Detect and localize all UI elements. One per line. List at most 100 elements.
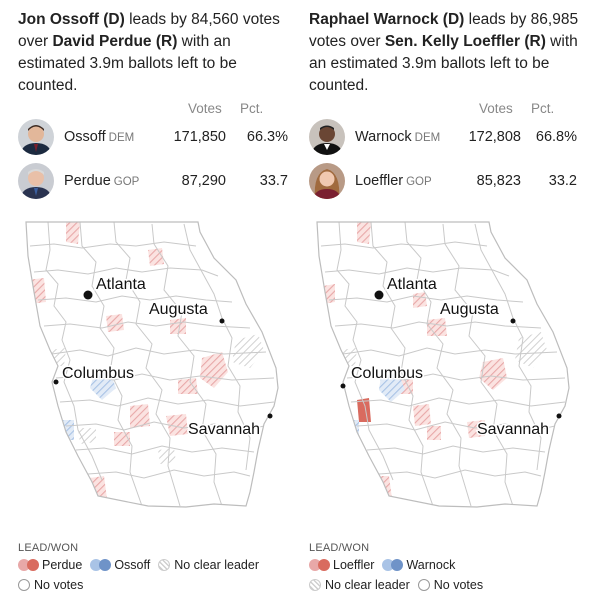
- candidate-votes: 172,808: [468, 129, 521, 145]
- county-dem-lead: [54, 420, 74, 440]
- county-rep-lead: [413, 292, 427, 308]
- candidate-row: Ossoff DEM 171,850 66.3%: [18, 119, 300, 159]
- candidate-name: Warnock DEM: [355, 129, 441, 145]
- legend-label-rep: Loeffler: [333, 558, 375, 572]
- headline-trailer: David Perdue (R): [52, 33, 178, 50]
- legend-label-no-clear: No clear leader: [174, 558, 259, 572]
- county-boundaries: [29, 222, 275, 507]
- county-rep-lead: [66, 222, 80, 244]
- headline-trailer: Sen. Kelly Loeffler (R): [384, 33, 546, 50]
- legend-label-no-votes: No votes: [34, 578, 84, 592]
- county-no-clear: [78, 428, 96, 444]
- legend-swatch-rep-won-icon: [318, 559, 330, 571]
- state-outline: [25, 221, 279, 508]
- race-panel-senate-warnock-loeffler: Raphael Warnock (D) leads by 86,985 vote…: [309, 0, 591, 592]
- candidate-pct: 66.8%: [535, 129, 577, 145]
- headline-leader: Jon Ossoff (D): [18, 11, 125, 28]
- candidate-pct: 33.2: [548, 173, 577, 189]
- candidate-row: Warnock DEM 172,808 66.8%: [309, 119, 591, 159]
- party-label: DEM: [108, 132, 135, 144]
- legend-no-votes: No votes: [417, 578, 487, 592]
- legend-label-rep: Perdue: [42, 558, 83, 572]
- county-rep-lead: [427, 426, 441, 440]
- city-label-augusta: Augusta: [149, 301, 208, 318]
- city-label-atlanta: Atlanta: [96, 276, 146, 293]
- county-no-clear: [232, 334, 264, 368]
- candidate-votes: 87,290: [181, 173, 226, 189]
- race-panel-senate-ossoff-perdue: Jon Ossoff (D) leads by 84,560 votes ove…: [18, 0, 300, 592]
- headline-text-end: with an estimated 3.9m ballots left to b…: [18, 33, 237, 94]
- columbus-dot: [340, 383, 346, 389]
- county-map: Atlanta Augusta Columbus Savannah: [25, 221, 279, 508]
- votes-column-header: Votes: [188, 101, 222, 116]
- candidate-votes: 85,823: [476, 173, 521, 189]
- legend-label-dem: Ossoff: [114, 558, 151, 572]
- city-markers: Atlanta Augusta Columbus Savannah: [340, 275, 562, 440]
- legend-title: LEAD/WON: [309, 542, 370, 554]
- ossoff-portrait-icon: [18, 119, 54, 155]
- pct-column-header: Pct.: [240, 101, 264, 116]
- county-rep-lead: [427, 318, 447, 336]
- county-no-clear: [158, 448, 176, 464]
- atlanta-dot: [374, 290, 384, 300]
- city-label-augusta: Augusta: [440, 301, 499, 318]
- legend-no-votes: No votes: [18, 578, 87, 592]
- headline-text-end: with an estimated 3.9m ballots left to b…: [309, 33, 578, 94]
- legend-label-no-votes: No votes: [433, 578, 484, 592]
- county-rep-lead: [148, 248, 164, 266]
- county-rep-lead: [479, 358, 507, 390]
- legend-dem: Warnock: [382, 558, 459, 572]
- city-label-savannah: Savannah: [477, 421, 549, 438]
- race-headline: Raphael Warnock (D) leads by 86,985 vote…: [309, 9, 591, 101]
- legend-no-clear: No clear leader: [309, 578, 414, 592]
- legend-swatch-no-votes-icon: [18, 579, 30, 591]
- city-label-columbus: Columbus: [351, 365, 423, 382]
- candidate-name: Loeffler GOP: [355, 173, 432, 189]
- headline-text: leads by 86,985 votes over: [309, 11, 579, 50]
- candidate-pct: 33.7: [259, 173, 288, 189]
- candidate-name: Perdue GOP: [64, 173, 140, 189]
- perdue-portrait-icon: [18, 163, 54, 199]
- candidate-pct: 66.3%: [246, 129, 288, 145]
- legend-swatch-no-votes-icon: [417, 579, 430, 591]
- legend-rep: Perdue: [18, 558, 86, 572]
- atlanta-dot: [83, 290, 93, 300]
- votes-column-header: Votes: [479, 101, 513, 116]
- county-rep-lead: [467, 420, 485, 438]
- legend-swatch-rep-won-icon: [27, 559, 39, 571]
- augusta-dot: [219, 318, 225, 324]
- savannah-dot: [556, 413, 562, 419]
- race-headline: Jon Ossoff (D) leads by 84,560 votes ove…: [18, 9, 300, 101]
- results-table: Votes Pct. Ossoff DEM 171,850 66.3% Perdu…: [18, 101, 300, 199]
- legend-title: LEAD/WON: [18, 542, 79, 554]
- map-legend: LEAD/WON Loeffler Warnock No clear leade…: [309, 542, 491, 594]
- party-label: GOP: [113, 176, 140, 188]
- county-rep-lead: [413, 404, 431, 426]
- warnock-portrait-icon: [309, 119, 345, 155]
- map-legend: LEAD/WON Perdue Ossoff No clear leader N…: [18, 542, 267, 594]
- legend-swatch-no-clear-icon: [309, 579, 321, 591]
- county-dem-lead: [379, 374, 405, 402]
- party-label: DEM: [414, 132, 441, 144]
- county-map: Atlanta Augusta Columbus Savannah: [316, 221, 570, 508]
- legend-rep: Loeffler: [309, 558, 378, 572]
- city-label-columbus: Columbus: [62, 365, 134, 382]
- loeffler-portrait-icon: [309, 163, 345, 199]
- city-markers: Atlanta Augusta Columbus Savannah: [53, 275, 273, 440]
- candidate-row: Loeffler GOP 85,823 33.2: [309, 163, 591, 203]
- county-rep-lead: [357, 222, 371, 244]
- candidate-row: Perdue GOP 87,290 33.7: [18, 163, 300, 203]
- legend-label-no-clear: No clear leader: [325, 578, 410, 592]
- legend-swatch-dem-won-icon: [99, 559, 112, 571]
- headline-text: leads by 84,560 votes over: [18, 11, 280, 50]
- augusta-dot: [510, 318, 516, 324]
- city-label-savannah: Savannah: [188, 421, 260, 438]
- legend-no-clear: No clear leader: [158, 558, 263, 572]
- state-outline: [316, 221, 570, 508]
- county-boundaries: [320, 222, 566, 507]
- county-rep-lead: [166, 414, 188, 436]
- county-rep-lead: [106, 314, 124, 332]
- results-table: Votes Pct. Warnock DEM 172,808 66.8% Loef…: [309, 101, 591, 199]
- county-rep-lead: [170, 318, 186, 334]
- county-rep-won: [357, 398, 371, 422]
